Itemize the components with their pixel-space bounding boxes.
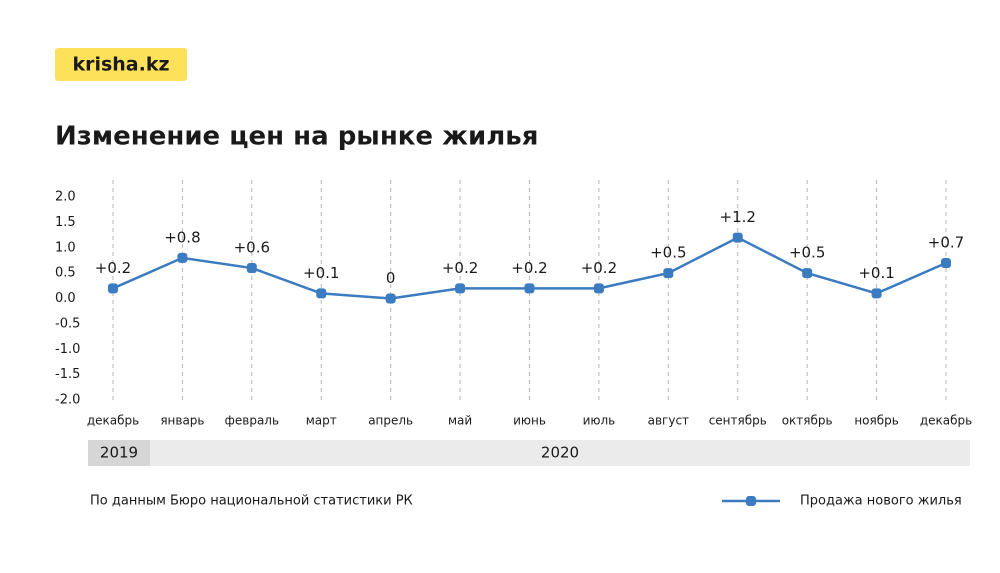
marker — [108, 283, 118, 294]
x-tick-label: август — [648, 414, 689, 428]
marker — [593, 283, 604, 294]
marker — [732, 232, 743, 243]
x-tick-label: сентябрь — [709, 414, 767, 428]
y-tick-label: 2.0 — [55, 190, 76, 205]
year-label: 2020 — [541, 444, 579, 462]
x-tick-label: январь — [160, 414, 204, 428]
year-band-2019 — [88, 440, 150, 466]
chart-title: Изменение цен на рынке жилья — [55, 122, 538, 152]
value-label: +0.6 — [234, 239, 270, 257]
marker — [941, 257, 951, 268]
value-label: +0.2 — [511, 259, 547, 277]
y-tick-label: 1.5 — [55, 215, 76, 230]
marker — [802, 268, 813, 279]
x-tick-label: октябрь — [782, 414, 833, 428]
y-tick-label: -0.5 — [55, 316, 80, 331]
y-tick-label: -1.0 — [55, 342, 80, 357]
y-tick-label: -2.0 — [55, 393, 80, 408]
marker — [177, 252, 188, 263]
value-label: +0.2 — [442, 259, 478, 277]
marker — [663, 268, 674, 279]
value-label: +0.7 — [928, 233, 964, 251]
year-band — [88, 440, 970, 466]
y-tick-label: 0.0 — [55, 291, 76, 306]
value-label: +0.2 — [581, 259, 617, 277]
value-label: +0.1 — [303, 264, 339, 282]
x-tick-label: ноябрь — [854, 414, 899, 428]
marker — [316, 288, 327, 299]
x-tick-label: май — [448, 414, 472, 428]
x-tick-label: апрель — [368, 414, 413, 428]
source-note: По данным Бюро национальной статистики Р… — [90, 494, 413, 509]
legend-marker — [746, 496, 756, 506]
value-label: +0.5 — [789, 244, 825, 262]
value-label: +0.1 — [858, 264, 894, 282]
x-tick-label: июнь — [513, 414, 546, 428]
value-label: +0.8 — [164, 228, 200, 246]
marker — [246, 263, 257, 274]
x-tick-label: февраль — [225, 414, 279, 428]
y-tick-label: 0.5 — [55, 266, 76, 281]
legend-label: Продажа нового жилья — [800, 494, 962, 509]
value-label: 0 — [386, 269, 396, 287]
x-tick-label: декабрь — [920, 414, 972, 428]
y-tick-label: -1.5 — [55, 367, 80, 382]
marker — [455, 283, 466, 294]
y-tick-label: 1.0 — [55, 240, 76, 255]
logo-background — [55, 48, 187, 81]
value-label: +0.2 — [95, 259, 131, 277]
x-tick-label: июль — [583, 414, 616, 428]
year-label: 2019 — [100, 444, 138, 462]
value-label: +0.5 — [650, 244, 686, 262]
x-tick-label: декабрь — [87, 414, 139, 428]
marker — [524, 283, 535, 294]
x-tick-label: март — [306, 414, 337, 428]
marker — [385, 293, 396, 304]
value-label: +1.2 — [720, 208, 756, 226]
logo: krisha.kz — [72, 54, 169, 76]
marker — [871, 288, 882, 299]
